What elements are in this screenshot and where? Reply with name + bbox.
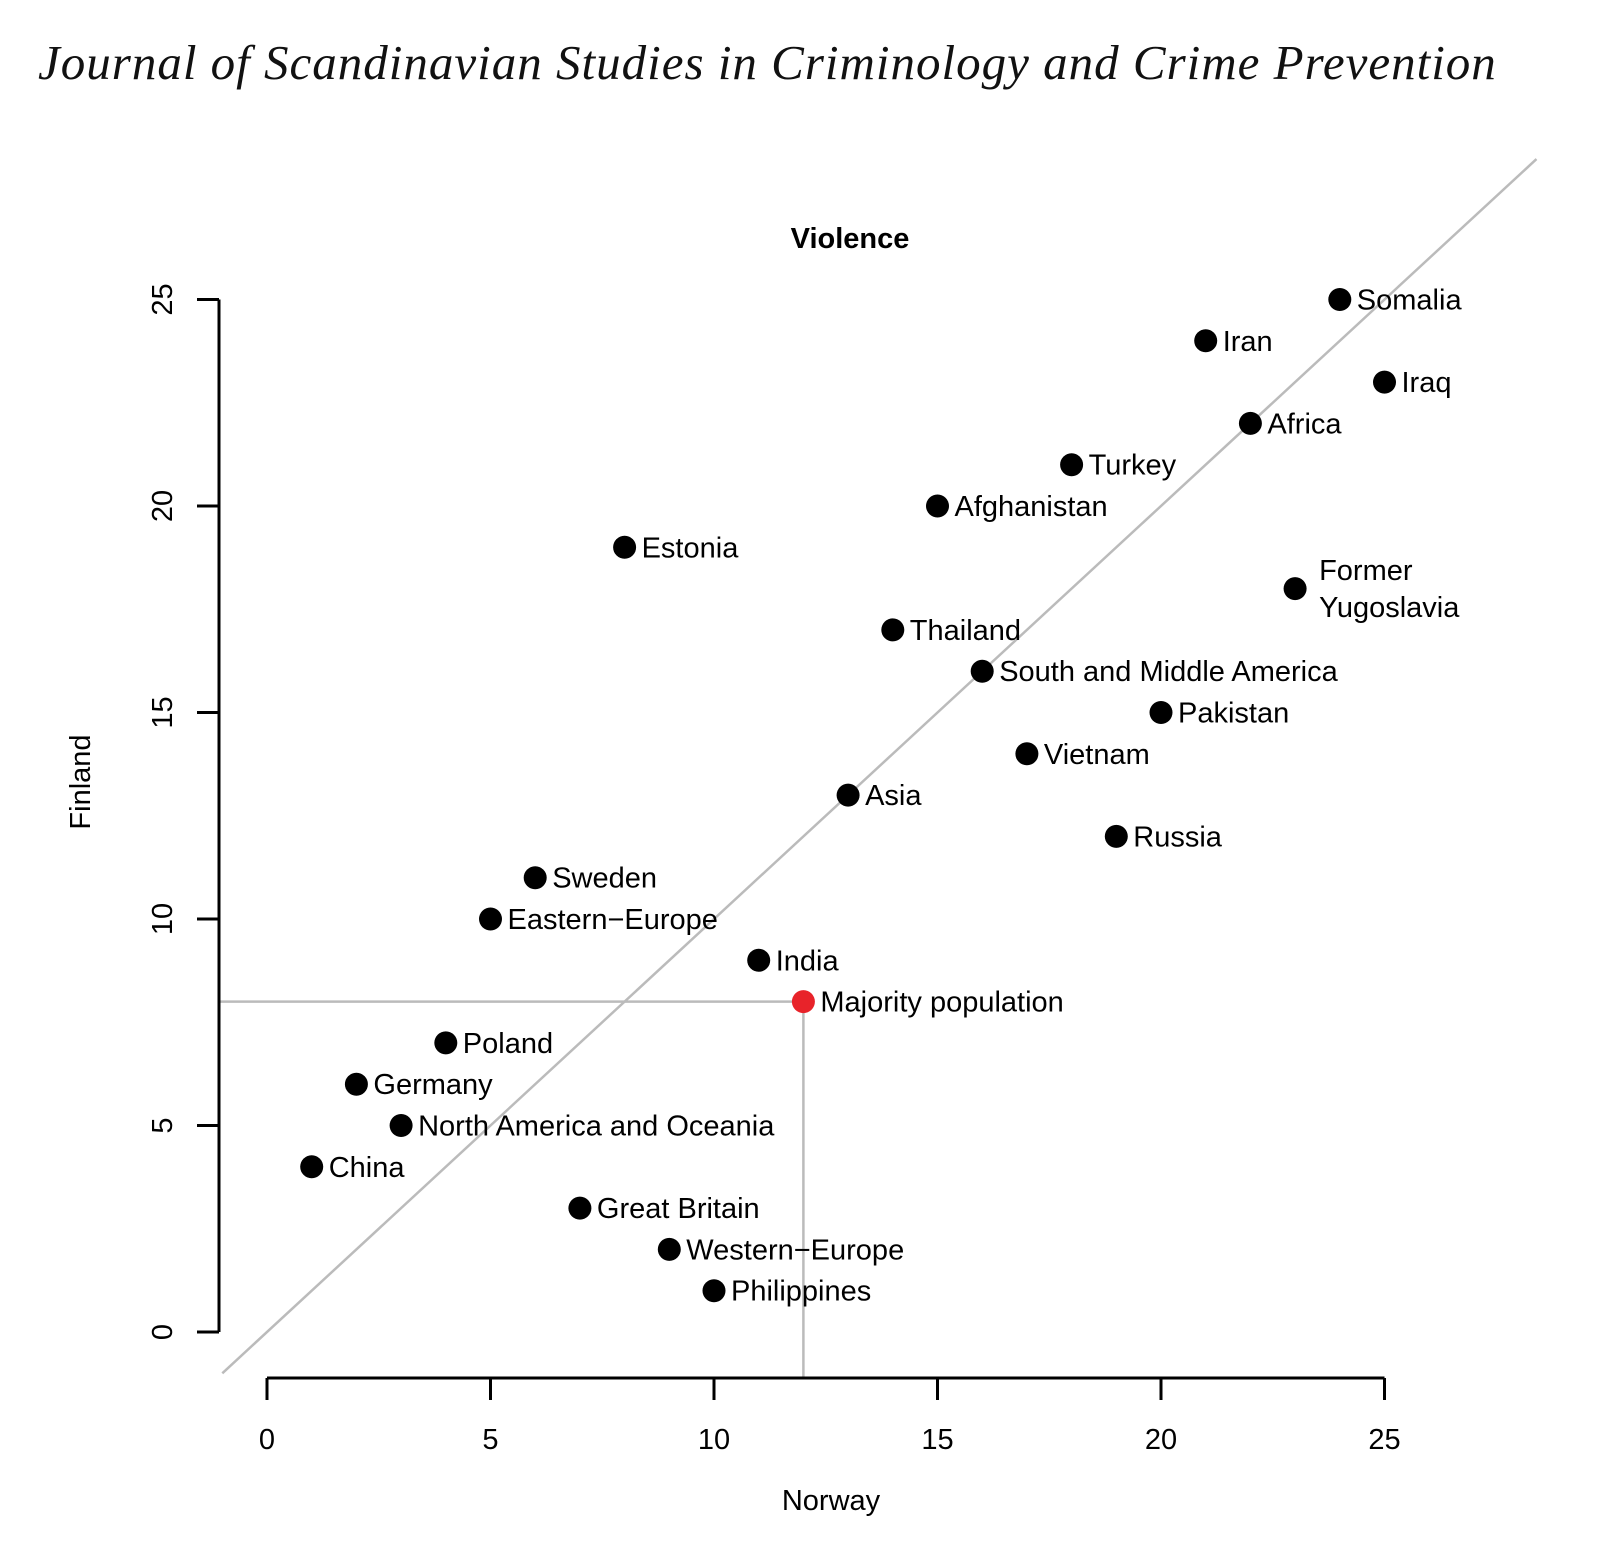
data-points: Somalia Iran Iraq Africa Turkey Afghanistan Es… xyxy=(300,285,1462,1308)
label-turkey: Turkey xyxy=(1089,450,1177,482)
point-asia xyxy=(836,783,860,807)
label-pakistan: Pakistan xyxy=(1178,698,1289,730)
point-north-america-and-oceania xyxy=(389,1114,413,1137)
label-somalia: Somalia xyxy=(1357,285,1463,317)
point-estonia xyxy=(613,535,637,559)
point-sweden xyxy=(523,866,547,890)
x-axis-label: Norway xyxy=(782,1485,881,1517)
label-china: China xyxy=(329,1152,406,1184)
label-iraq: Iraq xyxy=(1402,367,1452,399)
label-germany: Germany xyxy=(373,1069,493,1101)
label-philippines: Philippines xyxy=(731,1276,871,1308)
x-tick-label: 5 xyxy=(482,1424,498,1456)
label-afghanistan: Afghanistan xyxy=(955,491,1108,523)
label-line: Yugoslavia xyxy=(1319,592,1460,624)
y-tick-label: 15 xyxy=(147,696,179,728)
axes: 0 5 10 15 20 25 0 5 10 15 20 25 xyxy=(147,283,1401,1456)
label-poland: Poland xyxy=(463,1028,553,1060)
label-south-and-middle-america: South and Middle America xyxy=(999,656,1338,688)
y-tick-label: 20 xyxy=(147,490,179,522)
label-estonia: Estonia xyxy=(642,532,740,564)
x-tick-label: 10 xyxy=(698,1424,730,1456)
chart-title: Violence xyxy=(791,223,910,255)
x-tick-label: 0 xyxy=(259,1424,275,1456)
y-tick-label: 25 xyxy=(147,283,179,315)
label-india: India xyxy=(776,945,840,977)
reference-lines xyxy=(219,158,1538,1378)
point-turkey xyxy=(1060,453,1084,477)
label-africa: Africa xyxy=(1267,408,1342,440)
label-thailand: Thailand xyxy=(910,615,1021,647)
label-russia: Russia xyxy=(1133,821,1223,853)
point-iraq xyxy=(1373,370,1396,394)
point-india xyxy=(747,948,771,972)
label-great-britain: Great Britain xyxy=(597,1193,760,1225)
label-former-yugoslavia: Former Yugoslavia xyxy=(1319,555,1460,624)
label-vietnam: Vietnam xyxy=(1044,739,1150,771)
label-majority-population: Majority population xyxy=(820,987,1063,1019)
label-eastern-europe: Eastern−Europe xyxy=(508,904,718,936)
point-great-britain xyxy=(568,1196,592,1220)
point-china xyxy=(300,1155,324,1179)
point-iran xyxy=(1194,329,1218,353)
point-south-and-middle-america xyxy=(970,659,994,683)
y-tick-label: 5 xyxy=(147,1117,179,1133)
label-sweden: Sweden xyxy=(552,863,657,895)
label-iran: Iran xyxy=(1223,326,1273,358)
x-tick-label: 15 xyxy=(921,1424,953,1456)
point-eastern-europe xyxy=(479,907,502,931)
point-poland xyxy=(434,1031,458,1055)
point-thailand xyxy=(881,618,905,642)
label-western-europe: Western−Europe xyxy=(686,1234,904,1266)
point-majority-population xyxy=(791,990,815,1014)
y-tick-label: 10 xyxy=(147,903,179,935)
point-afghanistan xyxy=(926,494,949,518)
y-axis-label: Finland xyxy=(65,734,97,829)
point-africa xyxy=(1238,411,1262,435)
point-pakistan xyxy=(1149,701,1173,724)
point-western-europe xyxy=(657,1237,681,1261)
label-line: Former xyxy=(1319,555,1413,587)
x-tick-label: 20 xyxy=(1145,1424,1177,1456)
y-tick-label: 0 xyxy=(147,1324,179,1340)
point-vietnam xyxy=(1015,742,1039,766)
point-russia xyxy=(1104,824,1128,848)
x-tick-label: 25 xyxy=(1368,1424,1400,1456)
journal-header: Journal of Scandinavian Studies in Crimi… xyxy=(38,35,1497,90)
label-north-america-and-oceania: North America and Oceania xyxy=(418,1111,775,1143)
label-asia: Asia xyxy=(865,780,922,812)
diagonal-reference-line xyxy=(221,158,1538,1375)
point-philippines xyxy=(702,1279,726,1303)
point-germany xyxy=(344,1072,368,1096)
point-former-yugoslavia xyxy=(1283,577,1307,601)
point-somalia xyxy=(1328,288,1352,311)
